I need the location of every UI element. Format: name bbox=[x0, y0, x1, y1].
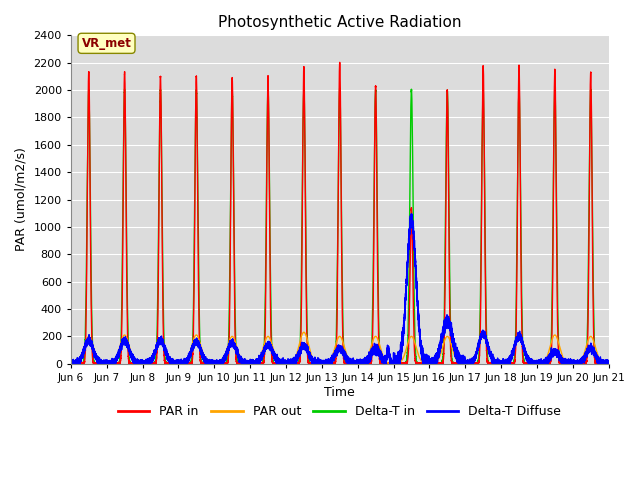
PAR out bbox=[499, 361, 507, 367]
Delta-T Diffuse bbox=[471, 355, 479, 360]
Delta-T in bbox=[499, 360, 507, 366]
Y-axis label: PAR (umol/m2/s): PAR (umol/m2/s) bbox=[15, 147, 28, 252]
PAR in bbox=[67, 361, 75, 367]
Delta-T Diffuse bbox=[67, 361, 75, 367]
Delta-T in bbox=[336, 85, 344, 91]
Delta-T in bbox=[605, 360, 612, 366]
Text: VR_met: VR_met bbox=[81, 37, 131, 50]
PAR in bbox=[499, 361, 507, 367]
Delta-T in bbox=[67, 361, 75, 367]
PAR out bbox=[507, 356, 515, 361]
PAR in bbox=[471, 361, 479, 367]
PAR in bbox=[67, 361, 75, 367]
PAR out bbox=[300, 329, 308, 335]
X-axis label: Time: Time bbox=[324, 385, 355, 398]
Delta-T in bbox=[486, 361, 493, 367]
Line: Delta-T in: Delta-T in bbox=[71, 88, 609, 364]
PAR out bbox=[471, 355, 479, 360]
Line: Delta-T Diffuse: Delta-T Diffuse bbox=[71, 214, 609, 364]
Delta-T Diffuse bbox=[408, 211, 415, 217]
Delta-T Diffuse bbox=[410, 243, 418, 249]
Delta-T Diffuse bbox=[507, 356, 515, 362]
Delta-T Diffuse bbox=[499, 361, 507, 367]
Delta-T in bbox=[67, 361, 75, 367]
Legend: PAR in, PAR out, Delta-T in, Delta-T Diffuse: PAR in, PAR out, Delta-T in, Delta-T Dif… bbox=[113, 400, 566, 423]
PAR in bbox=[605, 360, 612, 366]
Delta-T in bbox=[471, 361, 479, 367]
PAR in bbox=[95, 360, 103, 366]
PAR out bbox=[410, 338, 418, 344]
PAR in bbox=[336, 60, 344, 65]
Line: PAR in: PAR in bbox=[71, 62, 609, 364]
PAR in bbox=[486, 360, 493, 366]
PAR in bbox=[410, 340, 418, 346]
PAR in bbox=[507, 360, 515, 366]
PAR out bbox=[67, 361, 75, 367]
Title: Photosynthetic Active Radiation: Photosynthetic Active Radiation bbox=[218, 15, 461, 30]
Delta-T in bbox=[507, 361, 515, 367]
Delta-T Diffuse bbox=[486, 350, 493, 356]
PAR out bbox=[605, 361, 612, 367]
Delta-T in bbox=[95, 360, 103, 366]
Delta-T Diffuse bbox=[95, 359, 103, 364]
Line: PAR out: PAR out bbox=[71, 332, 609, 364]
Delta-T in bbox=[410, 297, 418, 302]
PAR out bbox=[95, 359, 103, 364]
PAR out bbox=[139, 361, 147, 367]
Delta-T Diffuse bbox=[605, 361, 612, 367]
PAR out bbox=[486, 350, 493, 356]
